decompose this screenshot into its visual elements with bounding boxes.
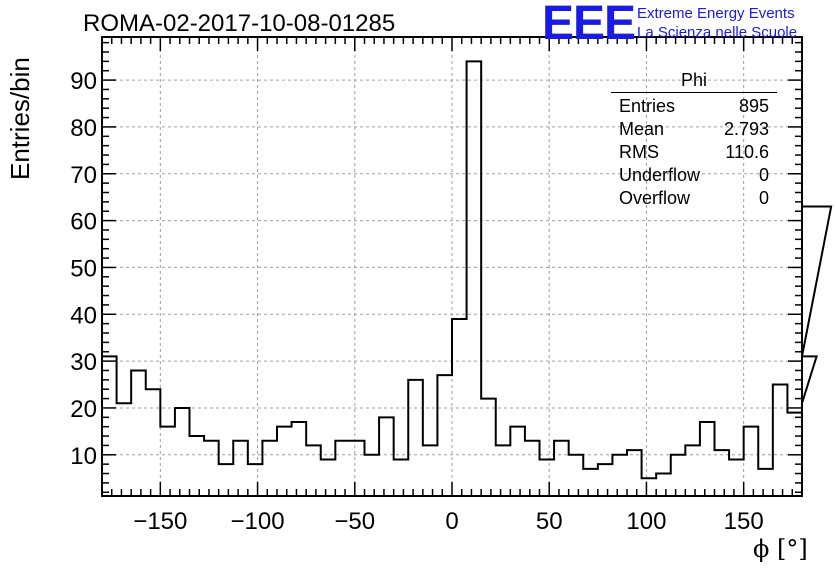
histogram-bin: [437, 375, 452, 496]
histogram-bin: [408, 380, 423, 496]
histogram-bin: [627, 450, 642, 496]
y-tick-label: 50: [70, 255, 97, 282]
y-axis-label: Entries/bin: [5, 57, 35, 180]
histogram-series: [102, 60, 833, 496]
y-tick-label: 40: [70, 302, 97, 329]
histogram-bin: [467, 61, 482, 496]
y-tick-label: 80: [70, 115, 97, 142]
histogram-bin: [685, 445, 700, 496]
histogram-bin: [233, 441, 248, 496]
histogram-bin: [306, 445, 321, 496]
histogram-outline: [102, 60, 833, 480]
y-tick-labels: 10 20 30 40 50 60 70 80 90: [70, 68, 97, 470]
histogram-bin: [642, 478, 657, 496]
histogram-bin: [656, 474, 671, 496]
histogram-bin: [350, 441, 365, 496]
histogram-bin: [510, 427, 525, 496]
logo-caption: Extreme Energy Events La Scienza nelle S…: [637, 4, 797, 42]
stats-value: 895: [738, 96, 769, 116]
histogram-bin: [262, 441, 277, 496]
histogram-bin: [379, 417, 394, 496]
x-tick-label: −150: [133, 508, 187, 535]
histogram-bin: [292, 422, 307, 496]
x-tick-label: −100: [231, 508, 285, 535]
y-tick-label: 90: [70, 68, 97, 95]
histogram-bin: [496, 445, 511, 496]
y-tick-label: 70: [70, 162, 97, 189]
histogram-bin: [321, 459, 336, 496]
stats-label: Mean: [619, 119, 665, 139]
histogram-bin: [481, 399, 496, 496]
histogram-bin: [423, 445, 438, 496]
grid-lines: [102, 37, 802, 496]
logo-caption-line1: Extreme Energy Events: [637, 5, 795, 22]
logo-caption-line2: La Scienza nelle Scuole: [637, 24, 798, 41]
chart-title: ROMA-02-2017-10-08-01285: [83, 10, 396, 37]
stats-row: Overflow 0: [611, 187, 777, 210]
stats-row: Entries 895: [611, 95, 777, 118]
histogram-bin: [715, 450, 730, 496]
stats-row: RMS 110.6: [611, 141, 777, 164]
stats-label: Entries: [619, 96, 676, 116]
histogram-bin: [583, 469, 598, 496]
stats-label: Overflow: [619, 188, 691, 208]
histogram-bin: [452, 319, 467, 496]
stats-title: Phi: [611, 70, 777, 93]
stats-row: Underflow 0: [611, 164, 777, 187]
histogram-bin: [160, 427, 175, 496]
stats-value: 0: [758, 165, 769, 185]
histogram-bin: [525, 441, 540, 496]
stats-value: 2.793: [723, 119, 769, 139]
histogram-bin: [248, 464, 263, 496]
histogram-bin: [394, 459, 409, 496]
histogram-bin: [146, 389, 161, 496]
histogram-bin: [598, 464, 613, 496]
histogram-bin: [131, 370, 146, 496]
histogram-bin: [277, 427, 292, 496]
x-tick-label: 100: [626, 508, 666, 535]
y-tick-label: 60: [70, 209, 97, 236]
stats-value: 0: [758, 188, 769, 208]
x-tick-label: 150: [724, 508, 764, 535]
stats-label: Underflow: [619, 165, 701, 185]
histogram-bin: [335, 441, 350, 496]
y-tick-label: 30: [70, 349, 97, 376]
histogram-bin: [612, 455, 627, 496]
histogram-bin: [773, 385, 788, 496]
x-tick-label: 0: [445, 508, 458, 535]
histogram-bin: [365, 455, 380, 496]
stats-label: RMS: [619, 142, 659, 162]
histogram-bin: [219, 464, 234, 496]
y-tick-label: 10: [70, 443, 97, 470]
x-axis-label: ϕ [°]: [753, 535, 808, 563]
stats-row: Mean 2.793: [611, 118, 777, 141]
y-tick-label: 20: [70, 396, 97, 423]
x-tick-label: 50: [536, 508, 563, 535]
histogram-bin: [190, 436, 205, 496]
stats-box: Phi Entries 895 Mean 2.793 RMS 110.6 Underf…: [611, 70, 777, 210]
histogram-bin: [671, 455, 686, 496]
histogram-bin: [175, 408, 190, 496]
histogram-bin: [117, 403, 132, 496]
x-tick-label: −50: [334, 508, 375, 535]
histogram-bin: [569, 455, 584, 496]
x-tick-labels: −150 −100 −50 0 50 100 150: [133, 508, 763, 535]
histogram-bin: [744, 427, 759, 496]
histogram-bin: [554, 441, 569, 496]
histogram-bin: [758, 469, 773, 496]
histogram-bin: [729, 459, 744, 496]
histogram-bin: [204, 441, 219, 496]
axis-ticks: [102, 37, 802, 496]
stats-value: 110.6: [725, 142, 769, 162]
histogram-bin: [540, 459, 555, 496]
eee-logo: EEE: [542, 0, 636, 50]
histogram-bin: [700, 422, 715, 496]
